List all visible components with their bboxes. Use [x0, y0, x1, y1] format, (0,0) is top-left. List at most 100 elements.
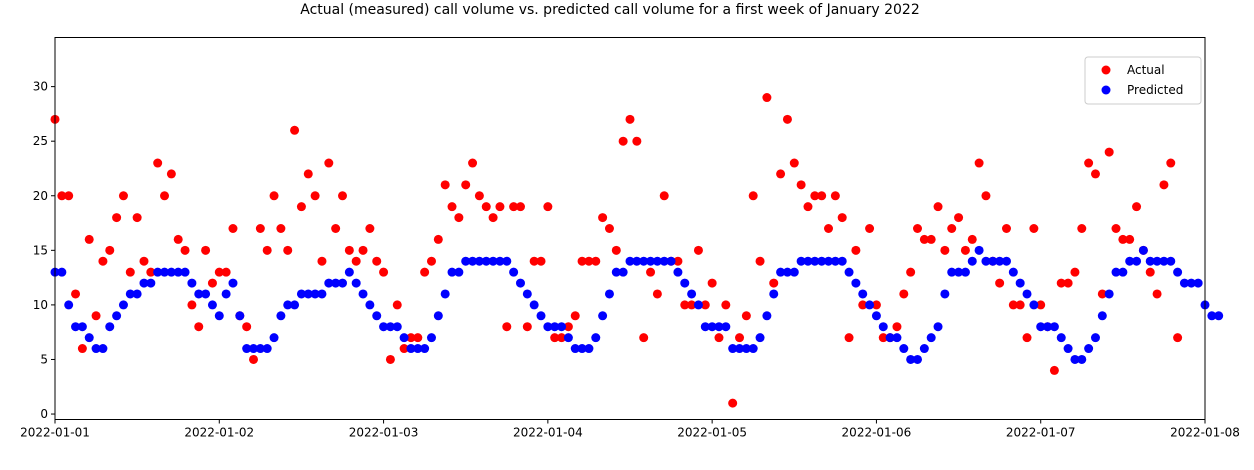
actual-point [652, 289, 662, 299]
predicted-point [1193, 278, 1203, 288]
predicted-point [207, 300, 217, 310]
predicted-point [693, 300, 703, 310]
actual-point [1166, 158, 1176, 168]
predicted-point [105, 322, 115, 332]
predicted-point [269, 333, 279, 343]
predicted-point [358, 289, 368, 299]
predicted-point [639, 256, 649, 266]
actual-point [1152, 289, 1162, 299]
predicted-point [440, 289, 450, 299]
actual-point [338, 191, 347, 201]
predicted-point [1125, 256, 1135, 266]
chart-title: Actual (measured) call volume vs. predic… [300, 2, 919, 18]
predicted-point [1104, 289, 1114, 299]
predicted-point [687, 289, 697, 299]
predicted-point [611, 267, 621, 277]
actual-point [71, 289, 81, 299]
predicted-point [721, 322, 731, 332]
actual-point [331, 224, 341, 233]
actual-point [728, 398, 738, 408]
actual-point [1001, 224, 1011, 233]
predicted-point [303, 289, 313, 299]
predicted-point [235, 311, 245, 321]
predicted-point [1159, 256, 1169, 266]
actual-point [310, 191, 320, 201]
actual-point [529, 256, 539, 266]
actual-point [1159, 180, 1169, 190]
x-tick-label: 2022-01-04 [513, 426, 583, 440]
legend-predicted-label: Predicted [1127, 83, 1183, 97]
actual-point [365, 224, 375, 233]
actual-point [707, 278, 717, 288]
actual-point [160, 191, 170, 201]
predicted-point [118, 300, 128, 310]
predicted-point [577, 344, 587, 354]
actual-point [817, 191, 827, 201]
predicted-point [769, 289, 779, 299]
actual-point [919, 234, 929, 244]
actual-point [543, 202, 553, 212]
actual-point [604, 224, 614, 233]
actual-series [50, 93, 1183, 408]
actual-point [940, 245, 950, 255]
actual-point [249, 354, 259, 364]
actual-point [392, 300, 402, 310]
actual-point [557, 333, 567, 343]
predicted-point [77, 322, 87, 332]
predicted-point [276, 311, 286, 321]
predicted-point [830, 256, 840, 266]
y-tick-label: 20 [33, 189, 48, 203]
predicted-point [981, 256, 991, 266]
actual-point [125, 267, 135, 277]
actual-point [385, 354, 395, 364]
predicted-point [584, 344, 594, 354]
predicted-point [906, 354, 916, 364]
predicted-point [413, 344, 423, 354]
actual-point [878, 333, 888, 343]
predicted-point [1179, 278, 1189, 288]
predicted-point [296, 289, 306, 299]
predicted-point [796, 256, 806, 266]
actual-point [112, 213, 122, 223]
actual-point [1049, 365, 1059, 375]
predicted-point [666, 256, 676, 266]
x-tick-label: 2022-01-01 [20, 426, 90, 440]
predicted-point [714, 322, 724, 332]
predicted-point [892, 333, 902, 343]
predicted-point [652, 256, 662, 266]
actual-point [481, 202, 491, 212]
actual-point [146, 267, 156, 277]
actual-point [1118, 234, 1128, 244]
actual-point [1125, 234, 1135, 244]
predicted-point [522, 289, 532, 299]
predicted-point [372, 311, 382, 321]
predicted-point [84, 333, 94, 343]
actual-point [782, 114, 792, 124]
predicted-point [974, 245, 984, 255]
predicted-point [71, 322, 81, 332]
actual-point [837, 213, 847, 223]
actual-point [166, 169, 176, 179]
predicted-point [468, 256, 478, 266]
actual-point [680, 300, 690, 310]
actual-point [255, 224, 265, 233]
actual-point [242, 322, 252, 332]
predicted-point [502, 256, 512, 266]
actual-point [406, 333, 416, 343]
predicted-point [1111, 267, 1121, 277]
predicted-point [153, 267, 163, 277]
predicted-point [659, 256, 669, 266]
predicted-point [447, 267, 457, 277]
predicted-point [1118, 267, 1128, 277]
actual-point [954, 213, 964, 223]
predicted-point [741, 344, 751, 354]
actual-point [865, 224, 875, 233]
actual-point [1008, 300, 1018, 310]
legend: Actual Predicted [1084, 56, 1202, 105]
actual-point [351, 256, 361, 266]
predicted-point [331, 278, 341, 288]
legend-actual-label: Actual [1127, 63, 1165, 77]
predicted-point [160, 267, 170, 277]
actual-point [1090, 169, 1100, 179]
